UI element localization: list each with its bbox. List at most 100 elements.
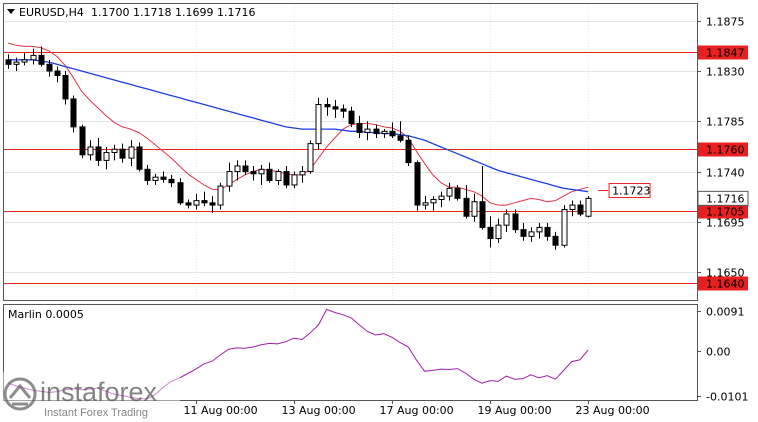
level-tag-label: 1.1847 (706, 47, 745, 60)
candle (536, 222, 543, 239)
candle-body (324, 104, 331, 108)
x-tick-label: 13 Aug 00:00 (282, 404, 356, 417)
level-tag-label: 1.1705 (706, 206, 745, 219)
candle (79, 124, 86, 159)
candle-body (577, 204, 584, 215)
candle-body (463, 197, 470, 217)
candle-body (495, 224, 502, 240)
candle-body (561, 209, 568, 246)
candle (111, 144, 118, 161)
candle (291, 171, 298, 189)
candle-body (193, 200, 200, 206)
y-tick-label: 1.1695 (706, 217, 745, 230)
candle-body (79, 126, 86, 156)
candle-body (528, 231, 535, 237)
candle-body (168, 178, 175, 184)
osc-tick-label: 0.00 (706, 346, 731, 359)
candle (103, 146, 110, 170)
x-tick-label: 19 Aug 00:00 (478, 404, 552, 417)
candle (38, 46, 45, 67)
candle-body (544, 226, 551, 237)
candle (495, 218, 502, 244)
candle-body (348, 110, 355, 125)
candle-body (430, 198, 437, 204)
candle-body (520, 229, 527, 237)
candle (324, 97, 331, 116)
y-tick-label: 1.1875 (706, 16, 745, 29)
candle (340, 104, 347, 118)
candle (446, 182, 453, 201)
candle (503, 209, 510, 232)
candle-body (30, 54, 37, 61)
candle-body (250, 171, 257, 175)
candle (275, 169, 282, 185)
candle (520, 222, 527, 241)
watermark-brand: instaforex (40, 377, 158, 407)
candle (561, 205, 568, 248)
candle-body (144, 168, 151, 181)
candle-body (503, 213, 510, 226)
candle-body (414, 162, 421, 206)
x-tick-label: 23 Aug 00:00 (576, 404, 650, 417)
candle-body (397, 135, 404, 141)
candle (209, 196, 216, 213)
moving-averages (7, 42, 589, 206)
osc-tick-label: 0.0091 (706, 306, 745, 319)
ohlc-values: 1.1700 1.1718 1.1699 1.1716 (91, 6, 255, 19)
candle (528, 227, 535, 242)
candle (381, 129, 388, 139)
instaforex-logo: instaforex Instant Forex Trading (0, 372, 180, 422)
candle (397, 121, 404, 143)
candle-body (70, 98, 77, 128)
candle (512, 209, 519, 233)
candle-body (275, 171, 282, 181)
candle (315, 97, 322, 150)
slow-ma-line (8, 59, 589, 193)
level-tag (698, 204, 748, 219)
candle (332, 100, 339, 118)
candle (5, 54, 12, 69)
logo-mark-icon (3, 377, 37, 411)
current-price-tag (697, 190, 749, 206)
candle-body (185, 202, 192, 206)
level-tag (698, 276, 748, 291)
candle (471, 193, 478, 222)
candle (307, 140, 314, 174)
indicator-label: Marlin 0.0005 (8, 308, 84, 321)
candle (405, 135, 412, 166)
candle (569, 200, 576, 217)
candle (144, 164, 151, 185)
candle-body (209, 202, 216, 206)
candle-body (234, 165, 241, 173)
level-tag-label: 1.1760 (706, 144, 745, 157)
candle-body (422, 202, 429, 206)
candle (21, 53, 28, 66)
candle-body (512, 213, 519, 231)
candle (250, 165, 257, 181)
candle (234, 160, 241, 181)
candle-body (471, 201, 478, 217)
candle (389, 122, 396, 139)
candle-body (332, 106, 339, 110)
candle (87, 140, 94, 161)
candle (438, 191, 445, 208)
candle (430, 196, 437, 211)
candle-body (160, 176, 167, 180)
x-tick-label: 11 Aug 00:00 (184, 404, 258, 417)
annotation-label: 1.1723 (612, 185, 651, 198)
candle-body (217, 185, 224, 206)
candle (128, 140, 135, 166)
candle-body (389, 130, 396, 137)
candle-body (5, 59, 12, 65)
candle-body (266, 168, 273, 181)
candle-body (454, 187, 461, 199)
candle (177, 178, 184, 206)
watermark-tagline: Instant Forex Trading (44, 407, 148, 419)
level-tag-label: 1.1640 (706, 278, 745, 291)
collapse-triangle-icon[interactable] (7, 9, 15, 14)
candle (54, 66, 61, 83)
y-tick-label: 1.1830 (706, 66, 745, 79)
candle (364, 121, 371, 141)
marlin-line (7, 308, 589, 400)
